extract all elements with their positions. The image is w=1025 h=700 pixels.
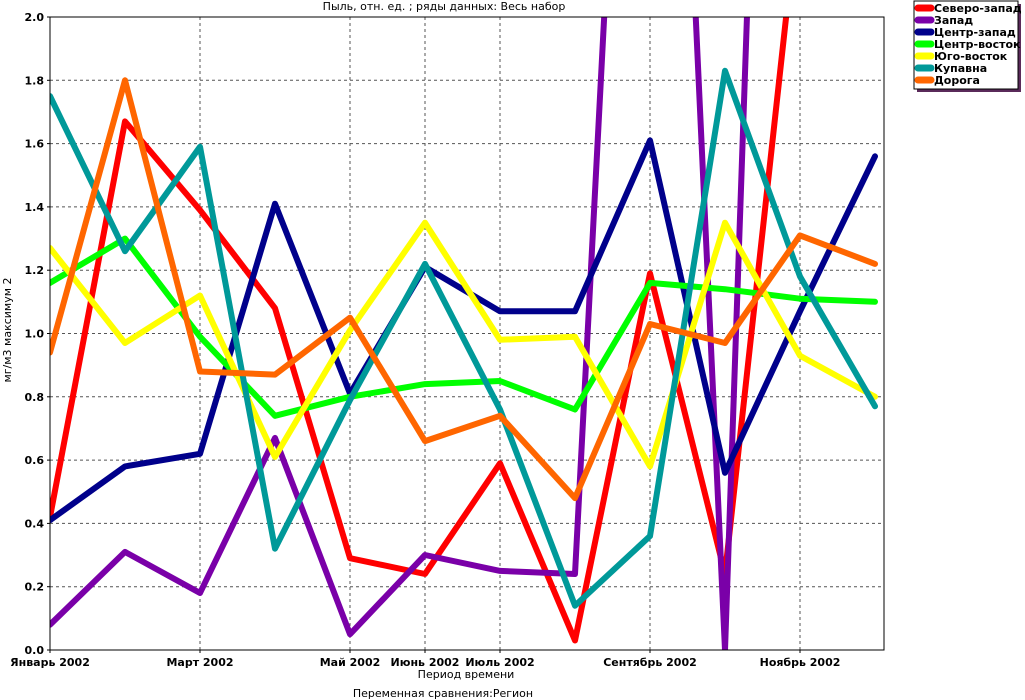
legend-label: Купавна [934,62,987,75]
y-tick-label: 1.2 [25,264,45,277]
legend-label: Северо-запад [934,2,1022,15]
y-tick-label: 0.0 [25,644,45,657]
y-tick-label: 1.6 [25,138,45,151]
y-axis-label: мг/м3 максимум 2 [1,277,14,382]
legend-label: Центр-восток [934,38,1021,51]
y-tick-label: 1.8 [25,74,45,87]
chart-title: Пыль, отн. ед. ; ряды данных: Весь набор [323,0,566,13]
x-tick-labels: Январь 2002 Март 2002 Май 2002 Июнь 2002 Июл… [10,650,840,669]
y-tick-label: 1.0 [25,328,45,341]
x-tick-label: Июнь 2002 [391,656,460,669]
legend-label: Дорога [934,74,980,87]
legend-label: Центр-запад [934,26,1016,39]
series-lines [50,17,878,650]
legend-label: Запад [934,14,973,27]
gridlines [50,17,884,650]
x-tick-label: Май 2002 [320,656,381,669]
y-tick-labels: 0.0 0.2 0.4 0.6 0.8 1.0 1.2 1.4 1.6 1.8 2.0 [25,11,50,657]
series-line-6 [50,67,878,609]
legend-label: Юго-восток [934,50,1008,63]
x-axis-label: Период времени [418,668,515,681]
series-line-2 [50,17,750,650]
comparison-variable-footer: Переменная сравнения:Регион [353,687,533,700]
x-tick-label: Сентябрь 2002 [603,656,697,669]
series-line-7 [50,77,878,502]
x-tick-label: Март 2002 [166,656,233,669]
x-tick-label: Июль 2002 [465,656,534,669]
y-tick-label: 0.6 [25,454,45,467]
y-tick-label: 0.8 [25,391,45,404]
y-tick-label: 0.4 [25,517,45,530]
y-tick-label: 1.4 [25,201,45,214]
y-tick-label: 0.2 [25,581,45,594]
x-tick-label: Январь 2002 [10,656,90,669]
series-line-3 [50,137,878,524]
legend: Северо-западЗападЦентр-западЦентр-восток… [913,0,1022,92]
y-tick-label: 2.0 [25,11,45,24]
series-line-5 [50,219,878,470]
x-tick-label: Ноябрь 2002 [760,656,841,669]
